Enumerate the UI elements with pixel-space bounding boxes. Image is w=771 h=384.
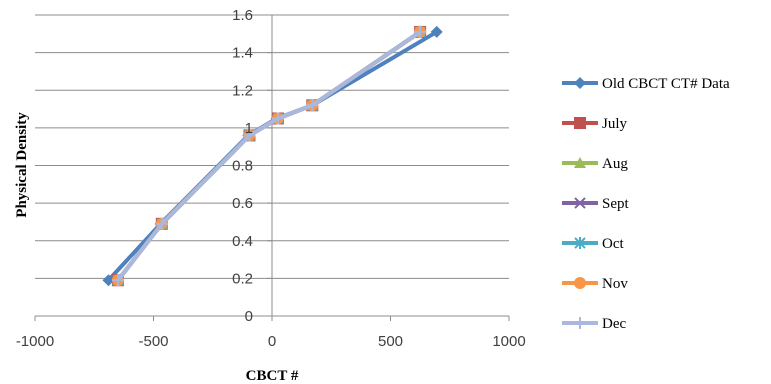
legend-marker [574, 117, 586, 129]
x-tick-label: 1000 [492, 333, 525, 350]
data-point [430, 25, 443, 38]
legend-entry: Old CBCT CT# Data [562, 76, 730, 92]
legend-marker [574, 277, 586, 289]
x-tick-label: -1000 [16, 333, 54, 350]
legend-entry: Nov [562, 276, 628, 292]
y-tick-label: 0.8 [232, 158, 253, 175]
legend-label: Old CBCT CT# Data [602, 76, 730, 92]
y-tick-label: 0 [245, 308, 253, 325]
data-point [271, 112, 284, 125]
legend-label: July [602, 116, 628, 132]
y-tick-label: 0.4 [232, 233, 253, 250]
data-point [102, 274, 115, 287]
legend-label: Nov [602, 276, 628, 292]
legend-entry: July [562, 116, 628, 132]
series-0 [102, 25, 443, 287]
legend-label: Oct [602, 236, 624, 252]
legend-entry: Sept [562, 196, 630, 212]
data-point [306, 99, 319, 112]
legend-marker [574, 197, 586, 209]
legend-entry: Aug [562, 156, 628, 172]
legend-label: Dec [602, 316, 626, 332]
y-axis-title: Physical Density [14, 112, 30, 218]
data-point [111, 274, 124, 287]
x-tick-label: 500 [378, 333, 403, 350]
tick-labels: 0 0.2 0.4 0.6 0.8 1 1.2 1.4 1.6 -1000 -500 0 500 1000 [16, 7, 526, 350]
y-tick-label: 0.2 [232, 270, 253, 287]
legend-label: Sept [602, 196, 630, 212]
legend-marker [574, 317, 586, 329]
series-line [107, 30, 438, 282]
series-line [116, 30, 422, 282]
legend: Old CBCT CT# Data July Aug Sept Oct Nov Dec [562, 76, 730, 332]
legend-label: Aug [602, 156, 628, 172]
y-tick-label: 1 [245, 120, 253, 137]
y-tick-label: 1.4 [232, 45, 253, 62]
data-point [243, 129, 256, 142]
legend-marker [574, 157, 586, 168]
series-layer [102, 25, 443, 287]
x-axis-title: CBCT # [246, 368, 299, 384]
data-point [155, 217, 168, 230]
legend-entry: Dec [562, 316, 626, 332]
data-point [414, 25, 427, 38]
y-tick-label: 0.6 [232, 195, 253, 212]
y-tick-label: 1.2 [232, 82, 253, 99]
axes [34, 14, 510, 321]
x-tick-label: 0 [268, 333, 276, 350]
legend-marker [574, 237, 586, 249]
y-tick-label: 1.6 [232, 7, 253, 24]
legend-marker [574, 77, 586, 89]
x-tick-label: -500 [138, 333, 168, 350]
legend-entry: Oct [562, 236, 624, 252]
series-6 [111, 25, 427, 287]
